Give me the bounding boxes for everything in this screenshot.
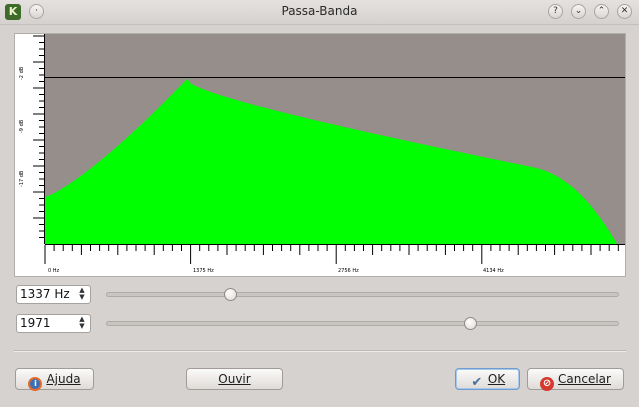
spin-arrows-icon[interactable]: ▲ ▼ <box>79 286 85 301</box>
cancel-icon: ⊘ <box>540 377 555 391</box>
frequency-slider-handle[interactable] <box>223 288 237 301</box>
db-scale <box>15 34 45 244</box>
width-slider-handle[interactable] <box>463 317 477 330</box>
response-curve <box>45 79 617 244</box>
frequency-slider[interactable] <box>106 288 619 301</box>
spin-arrows-icon[interactable]: ▲ ▼ <box>79 315 85 330</box>
help-icon: i <box>28 377 43 391</box>
freq-label-0: 0 Hz <box>48 268 60 274</box>
width-value: 1971 <box>20 316 51 330</box>
freq-label-1: 1375 Hz <box>193 268 214 274</box>
frequency-value: 1337 Hz <box>20 287 70 301</box>
close-icon[interactable]: ✕ <box>617 4 632 19</box>
db-label-low: -17 dB <box>19 170 25 187</box>
freq-label-2: 2756 Hz <box>338 268 359 274</box>
frequency-response-graph: -2 dB -9 dB -17 dB 0 Hz 1375 Hz 2756 Hz … <box>14 33 626 277</box>
frequency-scale <box>15 244 625 276</box>
db-label-mid: -9 dB <box>19 119 25 133</box>
help-button-label: Ajuda <box>46 372 81 386</box>
title-bar: K · Passa-Banda ? ⌄ ⌃ ✕ <box>0 0 639 25</box>
listen-button[interactable]: Ouvir <box>186 368 283 390</box>
db-label-high: -2 dB <box>19 66 25 80</box>
cancel-button[interactable]: ⊘ Cancelar <box>527 368 624 391</box>
ok-check-icon: ✔ <box>471 375 483 390</box>
width-slider[interactable] <box>106 317 619 330</box>
ok-button-label: OK <box>487 372 506 386</box>
ok-button[interactable]: ✔ OK <box>455 368 520 390</box>
width-spinbox[interactable]: 1971 ▲ ▼ <box>16 314 91 333</box>
separator <box>14 350 626 352</box>
freq-label-3: 4134 Hz <box>483 268 504 274</box>
frequency-spinbox[interactable]: 1337 Hz ▲ ▼ <box>16 285 91 304</box>
cancel-button-label: Cancelar <box>558 372 611 386</box>
help-button[interactable]: i Ajuda <box>15 368 94 391</box>
graph-canvas: -2 dB -9 dB -17 dB 0 Hz 1375 Hz 2756 Hz … <box>15 34 625 276</box>
window-title: Passa-Banda <box>281 4 358 18</box>
maximize-icon[interactable]: ⌃ <box>594 4 609 19</box>
minimize-icon[interactable]: ⌄ <box>571 4 586 19</box>
window-menu-icon[interactable]: · <box>29 4 44 19</box>
app-icon: K <box>5 4 21 20</box>
listen-button-label: Ouvir <box>218 372 251 386</box>
help-titlebar-icon[interactable]: ? <box>548 4 563 19</box>
